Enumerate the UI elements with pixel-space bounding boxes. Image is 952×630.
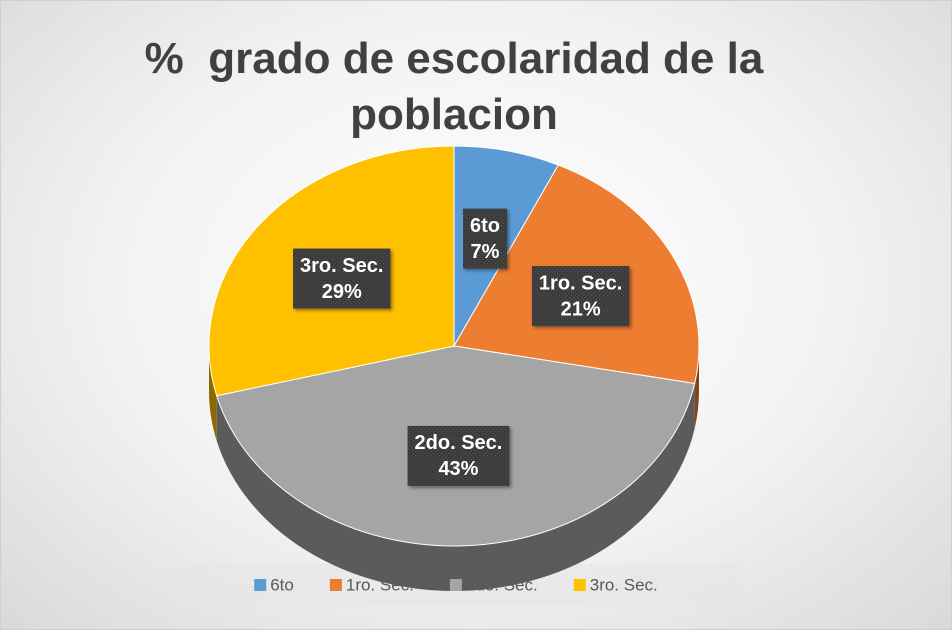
legend-swatch: [449, 579, 462, 591]
data-label: 1ro. Sec. 21%: [531, 266, 630, 327]
data-label-value: 21%: [561, 298, 601, 320]
data-label-value: 7%: [471, 241, 500, 263]
legend-swatch: [573, 579, 586, 591]
legend-swatch: [254, 579, 267, 591]
legend-swatch: [329, 579, 342, 591]
data-label-box: [407, 425, 510, 486]
data-label-box: [293, 248, 391, 309]
legend-label: 6to: [270, 575, 294, 594]
data-label-category: 2do. Sec.: [415, 432, 503, 454]
data-label: 3ro. Sec. 29%: [293, 248, 391, 309]
data-label-value: 43%: [438, 458, 478, 480]
data-label-box: [531, 266, 630, 327]
data-label: 2do. Sec. 43%: [407, 425, 510, 486]
pie-side: [209, 346, 217, 441]
data-label-category: 6to: [470, 215, 500, 237]
chart-title: % grado de escolaridad de la poblacion: [144, 34, 776, 139]
legend-label: 1ro. Sec.: [346, 575, 414, 594]
data-label-category: 1ro. Sec.: [539, 272, 622, 294]
legend-label: 2do. Sec.: [466, 575, 538, 594]
data-label-category: 3ro. Sec.: [300, 255, 383, 277]
data-label-box: [462, 208, 507, 269]
legend-label: 3ro. Sec.: [590, 575, 658, 594]
data-label-value: 29%: [322, 281, 362, 303]
pie-side: [216, 383, 695, 591]
